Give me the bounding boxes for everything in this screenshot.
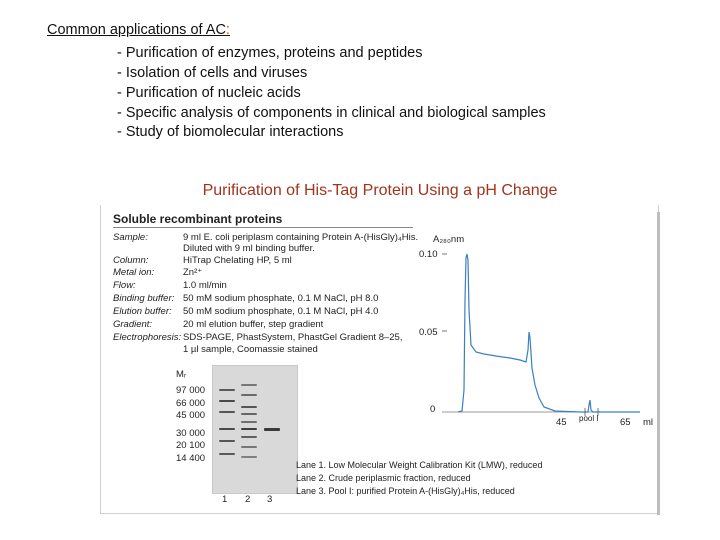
gel-legend-line: Lane 2. Crude periplasmic fraction, redu… — [296, 473, 471, 483]
chromatogram-x-tick: 65 — [620, 417, 631, 428]
mw-marker: 14 400 — [176, 453, 206, 464]
lane-number: 1 — [222, 494, 228, 505]
mw-marker: 66 000 — [176, 398, 206, 409]
condition-label: Gradient: — [113, 319, 153, 330]
gel-band — [264, 428, 280, 431]
chromatogram-y-axis-label: A₂₈₀nm — [433, 234, 465, 245]
mw-header: Mᵣ — [176, 369, 187, 380]
gel-band — [219, 389, 235, 391]
chromatogram-pool-label: pool I — [579, 414, 599, 423]
chromatogram-x-tick: 45 — [556, 417, 567, 428]
condition-value: 50 mM sodium phosphate, 0.1 M NaCl, pH 8… — [183, 293, 379, 304]
gel-band — [241, 456, 257, 458]
condition-label: Metal ion: — [113, 267, 155, 278]
gel-band — [219, 440, 235, 442]
gel-band — [241, 413, 257, 415]
figure-title: Soluble recombinant proteins — [113, 212, 283, 226]
condition-value: Diluted with 9 ml binding buffer. — [183, 243, 315, 254]
figure-panel — [100, 205, 659, 514]
condition-label: Column: — [113, 255, 149, 266]
application-item: - Specific analysis of components in cli… — [117, 105, 546, 121]
gel-legend-line: Lane 1. Low Molecular Weight Calibration… — [296, 460, 543, 470]
condition-label: Flow: — [113, 280, 136, 291]
gel-band — [241, 421, 257, 423]
gel-band — [219, 428, 235, 430]
gel-band — [241, 446, 257, 448]
chromatogram-y-tick: 0.10 — [419, 249, 438, 260]
intro-heading-colon: : — [225, 22, 230, 38]
condition-value: 20 ml elution buffer, step gradient — [183, 319, 324, 330]
condition-value: 1.0 ml/min — [183, 280, 227, 291]
chromatogram-y-tick: 0 — [430, 404, 436, 415]
gel-image — [212, 365, 298, 494]
gel-band — [219, 411, 235, 413]
condition-label: Binding buffer: — [113, 293, 175, 304]
lane-number: 3 — [267, 494, 273, 505]
application-item: - Study of biomolecular interactions — [117, 124, 344, 140]
intro-heading: Common applications of AC: — [47, 22, 230, 38]
mw-marker: 30 000 — [176, 428, 206, 439]
intro-heading-text: Common applications of AC — [47, 22, 226, 38]
gel-band — [241, 394, 257, 396]
mw-marker: 45 000 — [176, 410, 206, 421]
condition-value: Zn²⁺ — [183, 267, 203, 278]
figure-title-rule — [113, 227, 413, 228]
chromatogram-y-tick: 0.05 — [419, 327, 438, 338]
condition-label: Electrophoresis: — [113, 332, 182, 343]
chromatogram-x-unit: ml — [643, 417, 654, 428]
application-item: - Purification of nucleic acids — [117, 85, 301, 101]
condition-label: Sample: — [113, 232, 148, 243]
gel-legend-line: Lane 3. Pool I: purified Protein A-(HisG… — [296, 486, 515, 496]
gel-band — [241, 436, 257, 438]
figure-shadow — [657, 212, 660, 515]
chromatogram-trace — [457, 253, 640, 413]
gel-band — [241, 428, 257, 430]
condition-value: 9 ml E. coli periplasm containing Protei… — [183, 232, 419, 243]
mw-marker: 20 100 — [176, 440, 206, 451]
condition-value: SDS-PAGE, PhastSystem, PhastGel Gradient… — [183, 332, 403, 343]
condition-value: 50 mM sodium phosphate, 0.1 M NaCl, pH 4… — [183, 306, 379, 317]
application-item: - Purification of enzymes, proteins and … — [117, 45, 423, 61]
gel-band — [241, 384, 257, 386]
lane-number: 2 — [245, 494, 251, 505]
condition-label: Elution buffer: — [113, 306, 172, 317]
gel-band — [241, 406, 257, 408]
application-item: - Isolation of cells and viruses — [117, 65, 308, 81]
chromatogram-plot — [442, 253, 640, 416]
gel-band — [219, 400, 235, 402]
section-title: Purification of His-Tag Protein Using a … — [202, 182, 558, 199]
condition-value: HiTrap Chelating HP, 5 ml — [183, 255, 292, 266]
gel-band — [219, 453, 235, 455]
mw-marker: 97 000 — [176, 385, 206, 396]
condition-value: 1 µl sample, Coomassie stained — [183, 344, 318, 355]
